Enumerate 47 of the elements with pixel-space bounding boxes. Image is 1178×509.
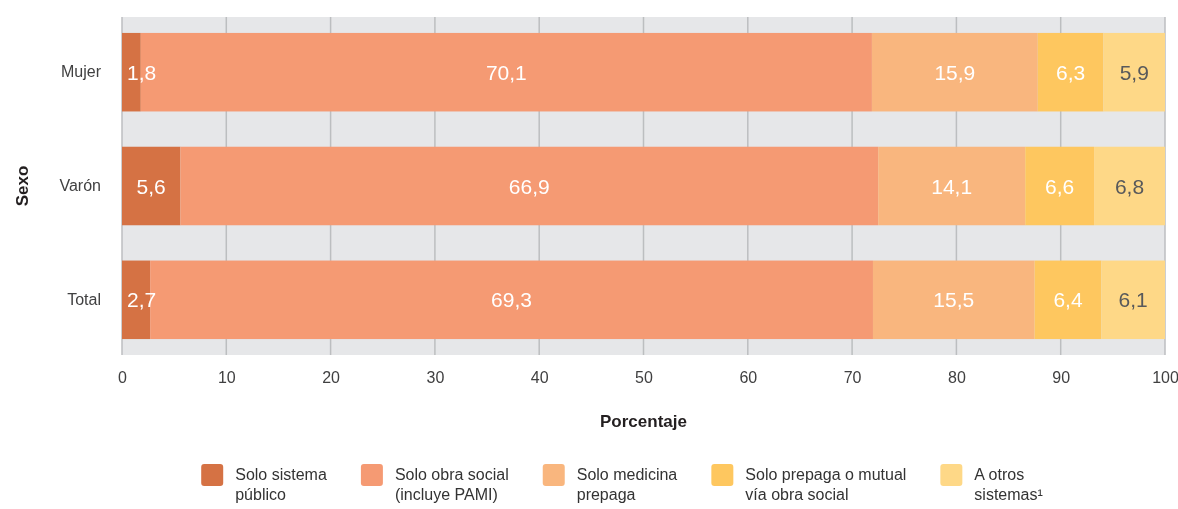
bar [1094, 146, 1165, 226]
bar [1034, 260, 1102, 340]
legend-label: Solo sistema público [235, 466, 327, 503]
legend-label: Solo medicina prepaga [576, 466, 678, 503]
data-label: 1,8 [127, 60, 157, 84]
x-tick-label: 70 [843, 369, 862, 387]
x-tick-label: 30 [426, 369, 445, 387]
y-axis-title: Sexo [13, 165, 32, 207]
legend-label: A otros sistemas¹ [974, 466, 1043, 503]
bar [1101, 260, 1165, 340]
bar [878, 146, 1026, 226]
y-tick-label: Mujer [60, 63, 102, 81]
data-label: 2,7 [127, 288, 157, 312]
data-label: 6,1 [1118, 288, 1148, 312]
legend-label: Solo obra social (incluye PAMI) [394, 466, 509, 503]
x-tick-label: 90 [1052, 369, 1071, 387]
data-label: 15,9 [934, 60, 976, 84]
bar [1037, 32, 1104, 112]
x-tick-label: 10 [217, 369, 236, 387]
data-label: 15,5 [933, 288, 975, 312]
legend-label: Solo prepaga o mutual vía obra social [745, 466, 907, 503]
bar [1103, 32, 1165, 112]
bar [871, 32, 1038, 112]
x-tick-label: 40 [530, 369, 549, 387]
bar [122, 146, 181, 226]
bar [180, 146, 879, 226]
x-axis-title: Porcentaje [600, 412, 687, 431]
bar [1025, 146, 1095, 226]
x-tick-label: 100 [1152, 369, 1178, 387]
x-tick-label: 60 [739, 369, 758, 387]
data-label: 70,1 [485, 60, 527, 84]
data-label: 5,6 [136, 174, 166, 198]
x-tick-label: 0 [118, 369, 128, 387]
data-label: 69,3 [491, 288, 532, 312]
x-tick-label: 20 [322, 369, 341, 387]
data-label: 6,8 [1114, 174, 1145, 198]
data-label: 6,3 [1056, 60, 1086, 84]
y-tick-label: Total [67, 290, 101, 308]
data-label: 14,1 [931, 174, 973, 198]
data-label: 6,4 [1053, 288, 1083, 312]
y-tick-label: Varón [59, 177, 101, 195]
bar [872, 260, 1035, 340]
data-label: 5,9 [1119, 60, 1149, 84]
data-label: 66,9 [508, 174, 550, 198]
x-tick-label: 80 [948, 369, 966, 387]
data-label: 6,6 [1045, 174, 1075, 198]
x-tick-label: 50 [635, 369, 653, 387]
